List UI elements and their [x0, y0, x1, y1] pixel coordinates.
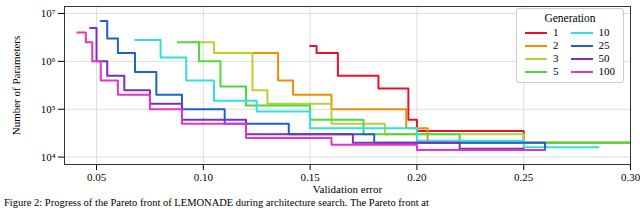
svg-text:0.10: 0.10: [194, 171, 214, 183]
svg-text:10⁷: 10⁷: [41, 7, 56, 19]
svg-text:Validation error: Validation error: [313, 183, 383, 195]
html-text:Generation: Generation: [544, 12, 596, 24]
html-text:10: 10: [598, 26, 610, 38]
svg-text:0.30: 0.30: [621, 171, 640, 183]
html-text:50: 50: [598, 52, 610, 64]
svg-text:0.20: 0.20: [407, 171, 427, 183]
html-text:3: 3: [553, 52, 559, 64]
svg-text:0.05: 0.05: [87, 171, 107, 183]
html-text:Figure 2: Progress of the Pare: Figure 2: Progress of the Pareto front o…: [4, 197, 429, 208]
svg-text:Number of Parameters: Number of Parameters: [10, 36, 22, 136]
svg-text:10⁴: 10⁴: [41, 151, 56, 163]
svg-text:10⁶: 10⁶: [41, 55, 56, 67]
html-text:100: 100: [598, 65, 615, 77]
html-text:25: 25: [598, 39, 610, 51]
html-text:2: 2: [553, 39, 559, 51]
svg-text:0.25: 0.25: [514, 171, 534, 183]
svg-text:0.15: 0.15: [300, 171, 320, 183]
svg-text:10⁵: 10⁵: [41, 103, 56, 115]
html-text:1: 1: [553, 26, 559, 38]
html-text:5: 5: [553, 65, 559, 77]
